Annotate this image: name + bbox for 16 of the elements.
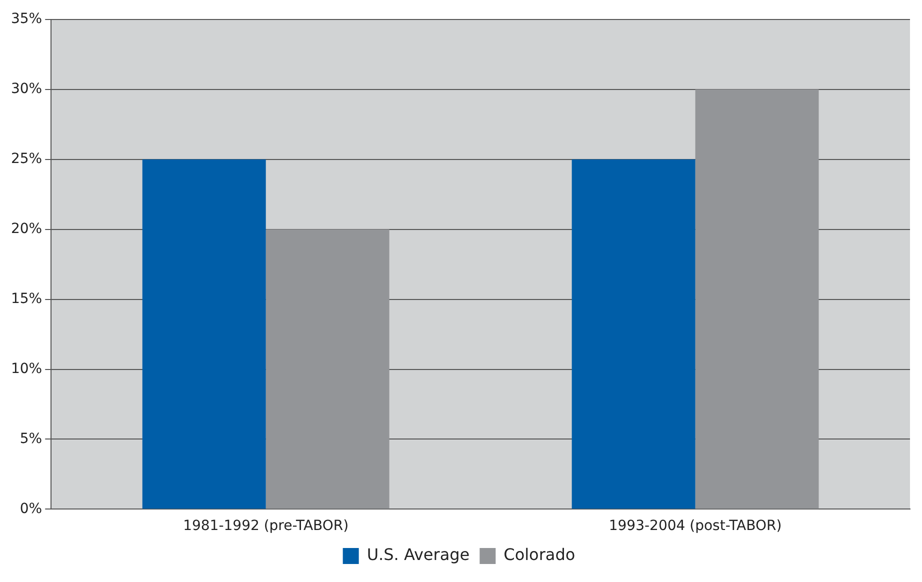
y-tick-label: 5% xyxy=(20,430,42,447)
bar xyxy=(142,159,266,509)
legend-label: Colorado xyxy=(504,545,576,564)
x-tick-label: 1993-2004 (post-TABOR) xyxy=(608,518,782,534)
legend-label: U.S. Average xyxy=(366,545,470,564)
x-tick-label: 1981-1992 (pre-TABOR) xyxy=(183,518,349,534)
bar xyxy=(572,159,696,509)
y-tick-label: 20% xyxy=(10,220,42,237)
y-tick-label: 30% xyxy=(10,81,42,98)
bar xyxy=(266,229,390,509)
bar xyxy=(695,89,819,509)
y-tick-label: 0% xyxy=(20,500,42,517)
y-tick-label: 35% xyxy=(10,11,42,28)
y-tick-label: 15% xyxy=(10,290,42,307)
y-tick-label: 10% xyxy=(10,360,42,377)
y-tick-label: 25% xyxy=(10,150,42,167)
